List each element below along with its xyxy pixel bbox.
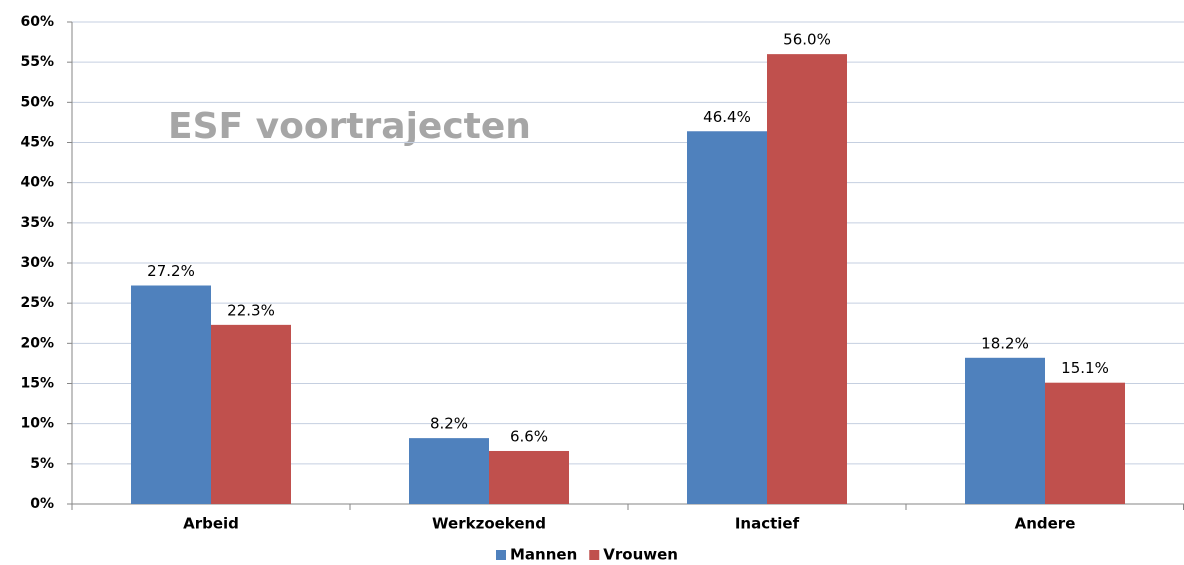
legend-label: Vrouwen xyxy=(603,546,678,564)
y-tick-label: 45% xyxy=(20,135,54,151)
y-tick-label: 0% xyxy=(30,496,54,512)
value-label: 56.0% xyxy=(783,31,831,49)
x-tick-label: Inactief xyxy=(735,515,800,533)
y-tick-label: 40% xyxy=(20,175,54,191)
legend-swatch xyxy=(589,550,600,560)
bar xyxy=(965,357,1045,504)
y-tick-label: 55% xyxy=(20,54,54,70)
value-label: 46.4% xyxy=(703,108,751,126)
value-label: 6.6% xyxy=(510,427,548,445)
x-tick-label: Arbeid xyxy=(183,515,239,533)
value-label: 15.1% xyxy=(1061,359,1109,377)
legend-label: Mannen xyxy=(510,546,577,564)
bar xyxy=(687,131,767,504)
y-tick-label: 30% xyxy=(20,255,54,271)
y-tick-label: 15% xyxy=(20,376,54,392)
y-tick-label: 35% xyxy=(20,215,54,231)
y-tick-label: 60% xyxy=(20,14,54,30)
bar xyxy=(409,438,489,504)
y-tick-label: 25% xyxy=(20,295,54,311)
value-label: 18.2% xyxy=(981,334,1029,352)
legend-swatch xyxy=(496,550,506,560)
bar xyxy=(211,324,291,504)
y-tick-label: 10% xyxy=(20,416,54,432)
bar xyxy=(1045,382,1125,504)
y-tick-label: 20% xyxy=(20,335,54,351)
y-tick-label: 5% xyxy=(30,456,54,472)
chart-title: ESF voortrajecten xyxy=(168,106,531,147)
x-tick-label: Werkzoekend xyxy=(432,515,546,533)
bar xyxy=(767,54,847,505)
x-tick-label: Andere xyxy=(1015,515,1076,533)
bar xyxy=(489,450,569,504)
value-label: 8.2% xyxy=(430,415,468,433)
bar xyxy=(131,285,211,504)
y-tick-label: 50% xyxy=(20,94,54,110)
value-label: 22.3% xyxy=(227,301,275,319)
value-label: 27.2% xyxy=(147,262,195,280)
